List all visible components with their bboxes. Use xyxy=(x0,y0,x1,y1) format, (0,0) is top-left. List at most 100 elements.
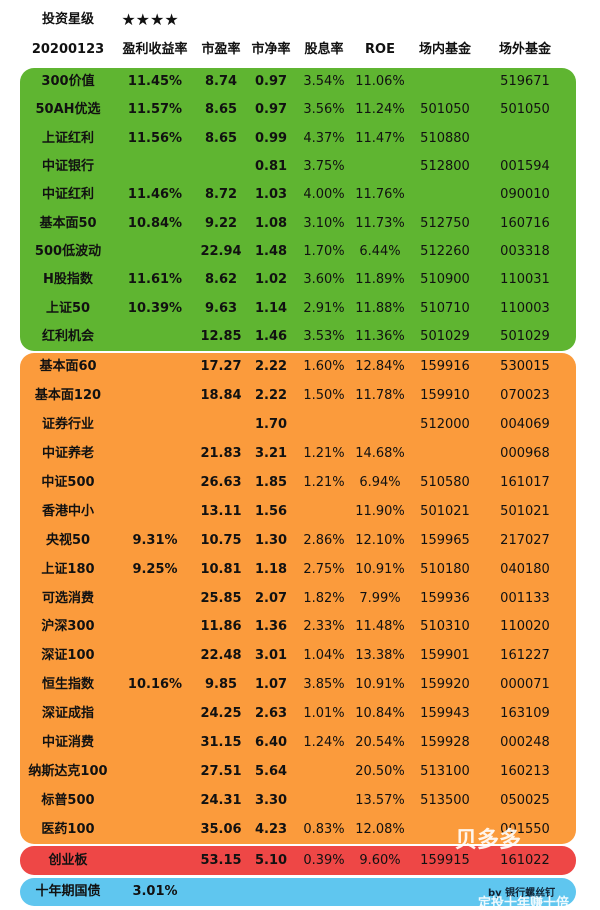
cell-value: 18.84 xyxy=(200,388,242,404)
stars: ★★★★ xyxy=(121,10,179,29)
cell-value: 10.81 xyxy=(200,561,242,577)
row-name: 基本面60 xyxy=(39,359,97,375)
cell-value: 14.68% xyxy=(355,446,405,462)
cell-value: 161017 xyxy=(500,474,550,490)
cell-value: 510310 xyxy=(420,619,470,635)
cell-value: 159936 xyxy=(420,590,470,606)
row-name: 香港中小 xyxy=(41,503,95,519)
cell-value: 1.14 xyxy=(254,300,288,316)
row-name: 中证500 xyxy=(41,474,95,490)
cell-value: 11.88% xyxy=(355,300,405,316)
cell-value: 004069 xyxy=(500,417,550,433)
cell-value: 2.75% xyxy=(303,561,345,577)
cell-value: 1.36 xyxy=(254,619,288,635)
cell-value: 1.48 xyxy=(254,243,288,259)
row-name: 可选消费 xyxy=(41,590,95,606)
cell-value: 11.46% xyxy=(127,187,183,203)
cell-value: 1.21% xyxy=(303,446,345,462)
cell-value: 9.85 xyxy=(204,677,238,693)
cell-value: 001550 xyxy=(500,821,550,837)
cell-value: 0.99 xyxy=(254,130,288,146)
cell-value: 5.10 xyxy=(254,852,288,868)
cell-value: 12.85 xyxy=(200,328,242,344)
cell-value: 8.65 xyxy=(204,130,238,146)
cell-value: 1.82% xyxy=(303,590,345,606)
cell-value: 4.37% xyxy=(303,130,345,146)
cell-value: 159915 xyxy=(420,852,470,868)
cell-value: 11.57% xyxy=(127,102,183,118)
row-name: 中证消费 xyxy=(41,734,95,750)
group-block xyxy=(20,68,576,351)
cell-value: 3.85% xyxy=(303,677,345,693)
cell-value: 160213 xyxy=(500,763,550,779)
cell-value: 20.50% xyxy=(355,763,405,779)
cell-value: 501050 xyxy=(420,102,470,118)
cell-value: 12.08% xyxy=(355,821,405,837)
cell-value: 3.56% xyxy=(303,102,345,118)
cell-value: 6.44% xyxy=(359,243,401,259)
cell-value: 4.23 xyxy=(254,821,288,837)
watermark-brand: 贝多多 xyxy=(455,828,522,853)
cell-value: 512750 xyxy=(420,215,470,231)
cell-value: 11.89% xyxy=(355,272,405,288)
cell-value: 26.63 xyxy=(200,474,242,490)
cell-value: 001133 xyxy=(500,590,550,606)
cell-value: 000968 xyxy=(500,446,550,462)
column-header: 场外基金 xyxy=(498,42,552,57)
cell-value: 6.94% xyxy=(359,474,401,490)
cell-value: 501029 xyxy=(420,328,470,344)
cell-value: 6.40 xyxy=(254,734,288,750)
cell-value: 8.62 xyxy=(204,272,238,288)
cell-value: 3.60% xyxy=(303,272,345,288)
row-name: 证券行业 xyxy=(41,417,95,433)
group-block xyxy=(20,353,576,844)
cell-value: 1.85 xyxy=(254,474,288,490)
cell-value: 8.74 xyxy=(204,74,238,90)
cell-value: 512000 xyxy=(420,417,470,433)
cell-value: 110020 xyxy=(500,619,550,635)
cell-value: 3.75% xyxy=(303,159,345,175)
cell-value: 11.61% xyxy=(127,272,183,288)
cell-value: 0.97 xyxy=(254,102,288,118)
cell-value: 501021 xyxy=(500,503,550,519)
cell-value: 1.02 xyxy=(254,272,288,288)
cell-value: 040180 xyxy=(500,561,550,577)
cell-value: 163109 xyxy=(500,706,550,722)
cell-value: 1.24% xyxy=(303,734,345,750)
cell-value: 21.83 xyxy=(200,446,242,462)
cell-value: 1.03 xyxy=(254,187,288,203)
cell-value: 159965 xyxy=(420,532,470,548)
cell-value: 9.25% xyxy=(132,561,178,577)
cell-value: 11.24% xyxy=(355,102,405,118)
cell-value: 11.73% xyxy=(355,215,405,231)
cell-value: 25.85 xyxy=(200,590,242,606)
cell-value: 1.21% xyxy=(303,474,345,490)
row-name: 十年期国债 xyxy=(35,884,101,899)
row-name: 上证红利 xyxy=(41,130,95,146)
cell-value: 2.86% xyxy=(303,532,345,548)
cell-value: 161022 xyxy=(500,852,550,868)
row-name: 500低波动 xyxy=(34,243,102,259)
cell-value: 090010 xyxy=(500,187,550,203)
cell-value: 070023 xyxy=(500,388,550,404)
cell-value: 13.38% xyxy=(355,648,405,664)
cell-value: 0.97 xyxy=(254,74,288,90)
row-name: 上证180 xyxy=(41,561,95,577)
cell-value: 9.22 xyxy=(204,215,238,231)
cell-value: 8.65 xyxy=(204,102,238,118)
cell-value: 161227 xyxy=(500,648,550,664)
column-header: 盈利收益率 xyxy=(122,42,188,57)
row-name: 中证红利 xyxy=(41,187,95,203)
cell-value: 2.07 xyxy=(254,590,288,606)
cell-value: 9.31% xyxy=(132,532,178,548)
cell-value: 11.76% xyxy=(355,187,405,203)
watermark-slogan: 定投十年赚十倍 xyxy=(478,896,570,910)
cell-value: 159943 xyxy=(420,706,470,722)
cell-value: 501021 xyxy=(420,503,470,519)
column-header: 市盈率 xyxy=(201,42,241,57)
cell-value: 3.01% xyxy=(132,884,178,899)
cell-value: 110031 xyxy=(500,272,550,288)
cell-value: 2.63 xyxy=(254,706,288,722)
column-header: 股息率 xyxy=(304,42,344,57)
cell-value: 9.60% xyxy=(359,852,401,868)
